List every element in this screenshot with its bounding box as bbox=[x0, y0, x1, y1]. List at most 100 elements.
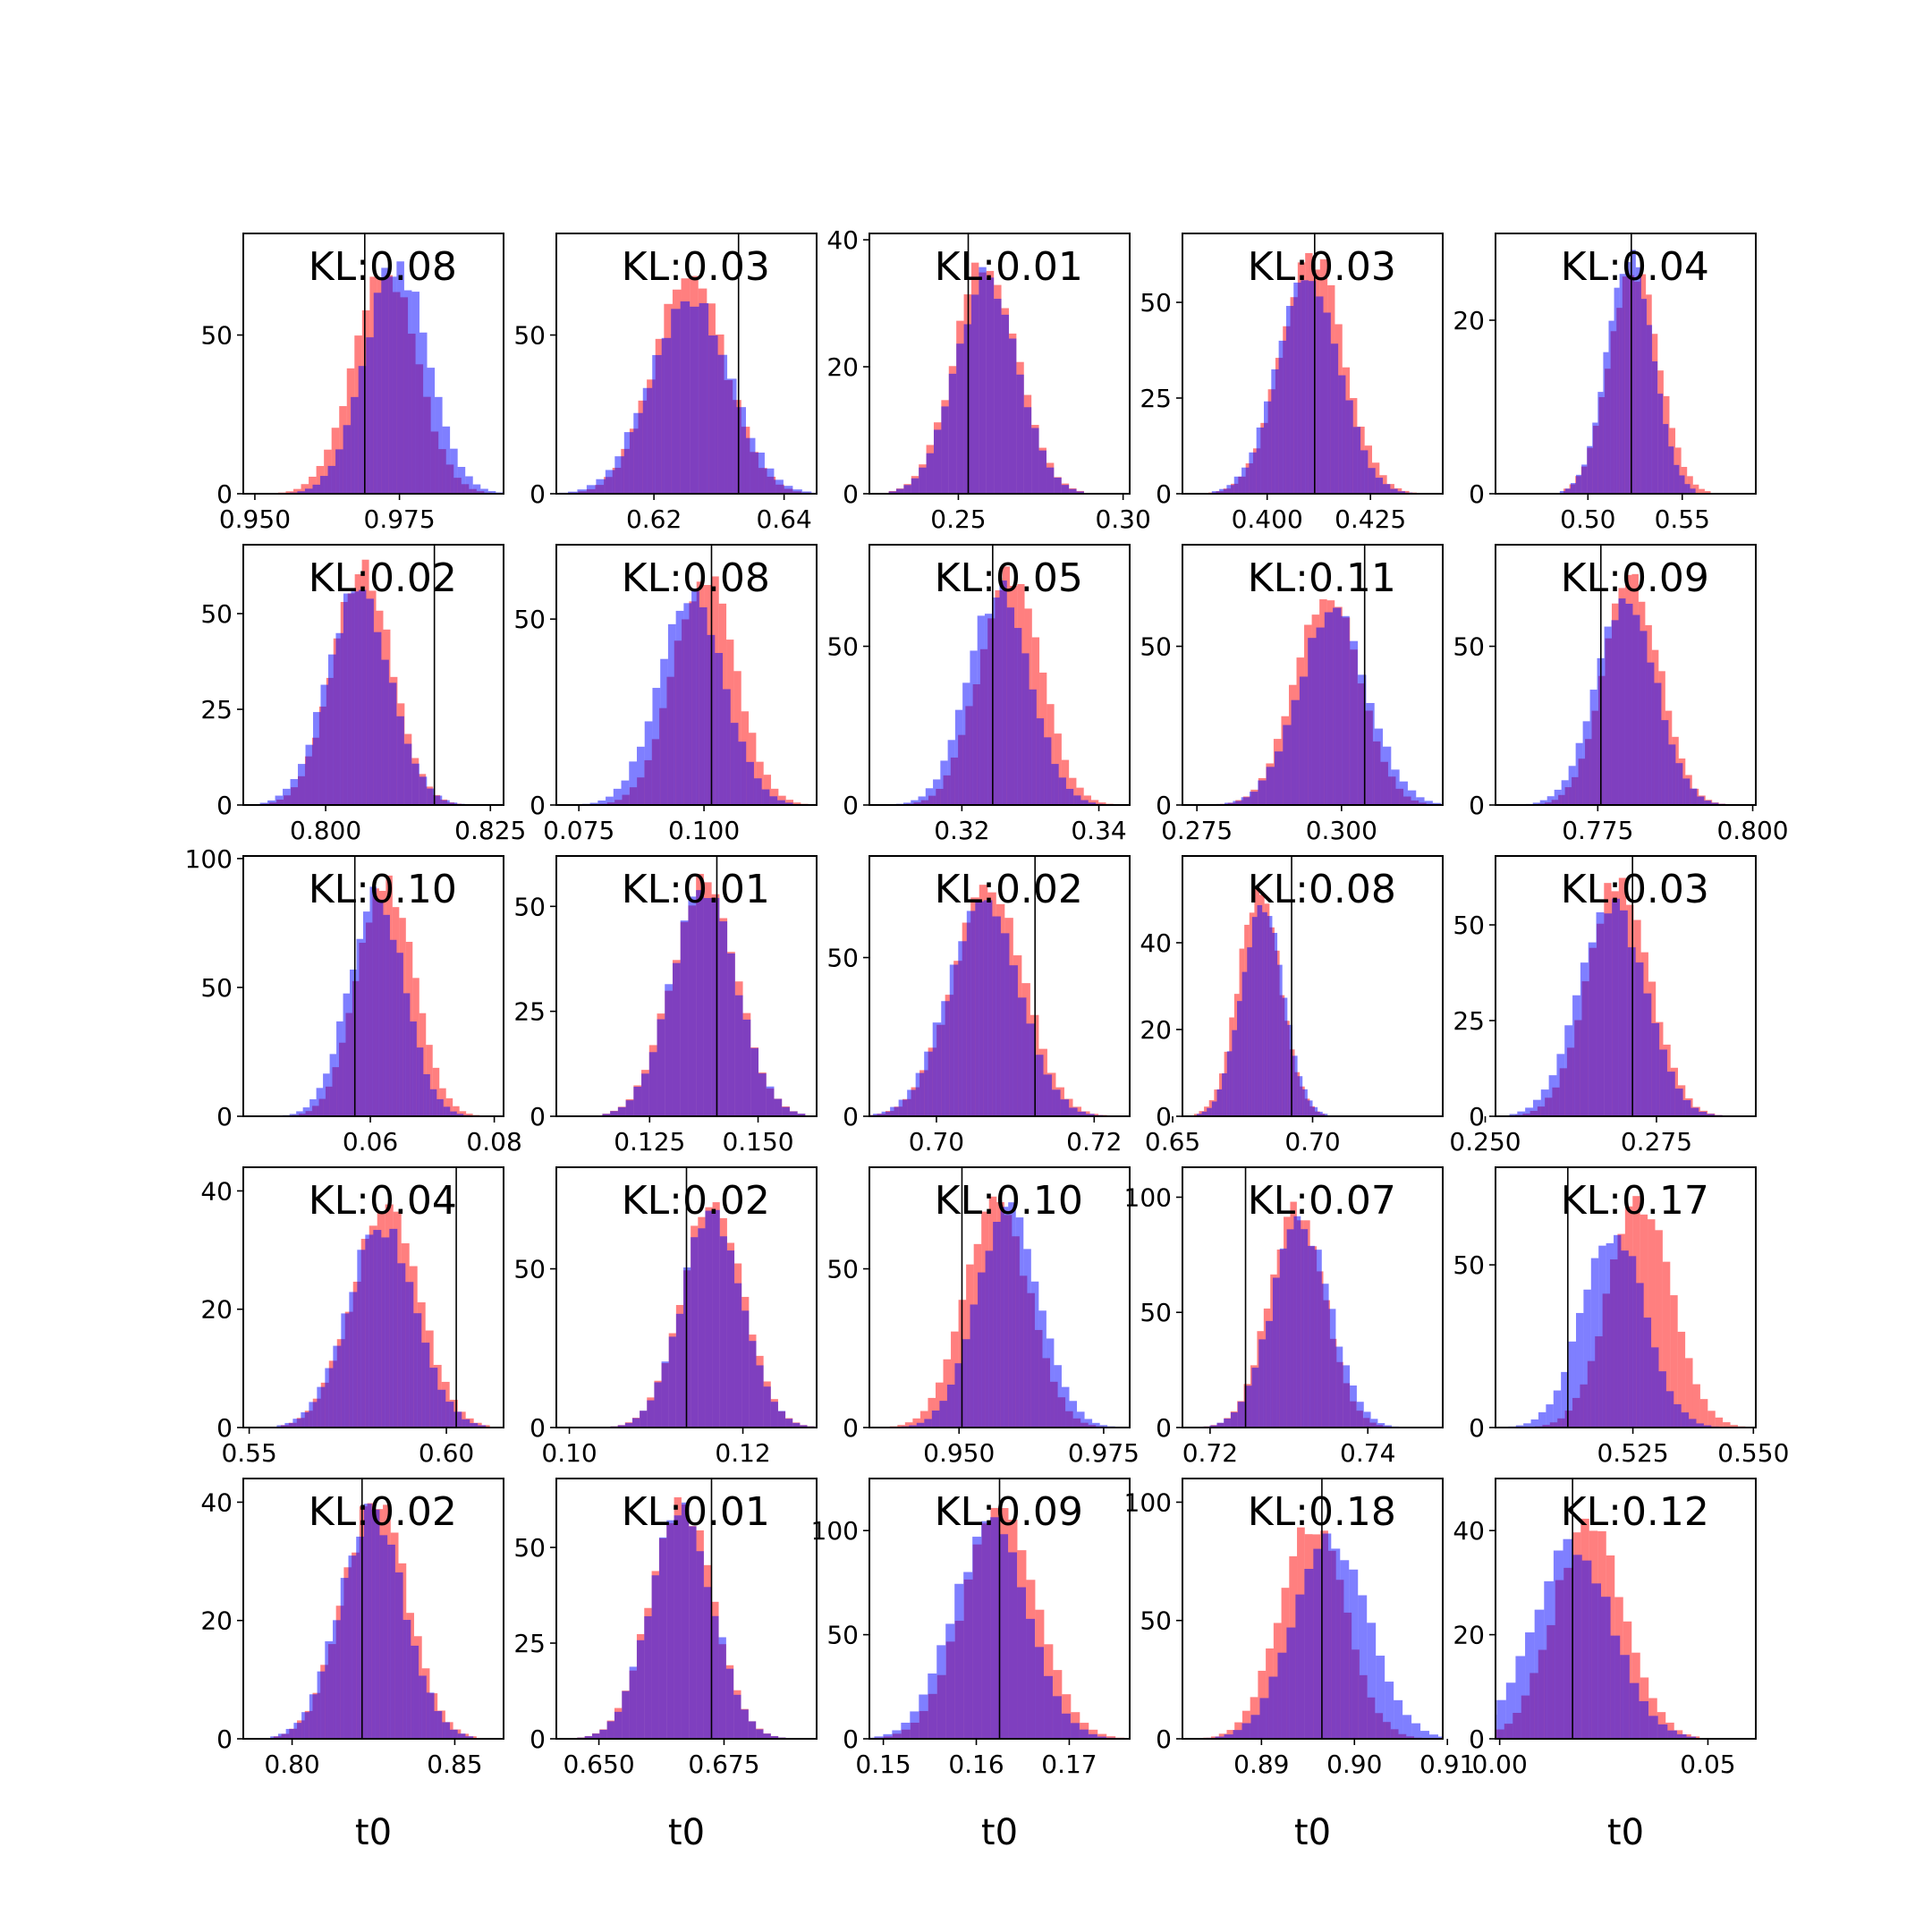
blue-histogram-bar bbox=[1703, 1425, 1712, 1428]
blue-histogram-bar bbox=[1376, 1656, 1385, 1739]
blue-histogram-bar bbox=[1630, 250, 1636, 494]
blue-histogram-bar bbox=[633, 1087, 642, 1116]
blue-histogram-bar bbox=[1674, 1403, 1682, 1428]
blue-histogram-bar bbox=[1681, 1412, 1690, 1428]
blue-histogram-bar bbox=[755, 453, 765, 494]
blue-histogram-bar bbox=[1331, 1548, 1341, 1739]
blue-histogram-bar bbox=[1097, 1736, 1106, 1739]
x-tick-label: 0.550 bbox=[1717, 1438, 1789, 1468]
axes-frame bbox=[1495, 233, 1757, 495]
axes-frame bbox=[869, 1166, 1131, 1428]
x-tick-label: 0.075 bbox=[543, 816, 614, 845]
kl-annotation: KL:0.02 bbox=[309, 555, 457, 601]
blue-histogram-bar bbox=[1587, 445, 1593, 494]
blue-histogram-bar bbox=[1080, 800, 1089, 805]
blue-histogram-bar bbox=[1292, 1055, 1298, 1116]
red-histogram-bar bbox=[928, 1397, 936, 1428]
blue-histogram-bar bbox=[1285, 306, 1294, 494]
blue-histogram-bar bbox=[1044, 737, 1052, 805]
blue-histogram-bar bbox=[1224, 802, 1233, 805]
blue-histogram-bar bbox=[719, 1236, 727, 1428]
blue-histogram-bar bbox=[712, 1209, 720, 1428]
blue-histogram-bar bbox=[978, 1272, 986, 1428]
blue-histogram-bar bbox=[881, 1111, 891, 1116]
panel-plot-area bbox=[602, 856, 806, 1116]
y-tick-label: 50 bbox=[513, 321, 546, 351]
blue-histogram-bar bbox=[1596, 911, 1605, 1116]
blue-histogram-bar bbox=[1030, 1281, 1039, 1428]
red-histogram-bar bbox=[1218, 1733, 1227, 1739]
blue-histogram-bar bbox=[666, 1520, 674, 1739]
red-histogram-bar bbox=[1106, 1736, 1116, 1739]
blue-histogram-bar bbox=[745, 437, 756, 494]
blue-histogram-bar bbox=[1345, 400, 1353, 494]
blue-histogram-bar bbox=[1598, 1245, 1606, 1428]
blue-histogram-bar bbox=[614, 1711, 623, 1739]
blue-histogram-bar bbox=[1532, 802, 1540, 805]
blue-histogram-bar bbox=[1219, 488, 1227, 494]
red-histogram-bar bbox=[1394, 487, 1402, 494]
blue-histogram-bar bbox=[1661, 720, 1669, 805]
blue-histogram-bar bbox=[1324, 612, 1334, 805]
blue-histogram-bar bbox=[668, 1336, 676, 1428]
x-tick-label: 0.62 bbox=[626, 504, 682, 534]
blue-histogram-bar bbox=[1610, 1635, 1621, 1739]
blue-histogram-bar bbox=[602, 1114, 611, 1116]
blue-histogram-bar bbox=[450, 448, 458, 494]
panel-plot-area bbox=[1496, 1479, 1700, 1739]
kl-annotation: KL:0.02 bbox=[622, 1178, 770, 1224]
blue-histogram-bar bbox=[1704, 801, 1712, 805]
blue-histogram-bar bbox=[1525, 1107, 1533, 1116]
blue-histogram-bar bbox=[898, 1099, 908, 1116]
x-tick-label: 0.125 bbox=[614, 1127, 685, 1157]
x-axis-title: t0 bbox=[981, 1812, 1018, 1853]
blue-histogram-bar bbox=[470, 1423, 479, 1428]
blue-histogram-bar bbox=[758, 1073, 767, 1116]
blue-histogram-bar bbox=[1293, 1216, 1301, 1428]
blue-histogram-bar bbox=[916, 1422, 925, 1428]
panel-6: 0.800 0.825 0 25 50 KL:0.02 bbox=[200, 544, 526, 845]
x-tick-label: 0.800 bbox=[290, 816, 361, 845]
blue-histogram-bar bbox=[984, 614, 993, 805]
blue-histogram-bar bbox=[718, 1637, 726, 1739]
blue-histogram-bar bbox=[683, 603, 692, 805]
panel-plot-area bbox=[1202, 1167, 1399, 1428]
blue-histogram-bar bbox=[1299, 676, 1309, 805]
blue-histogram-bar bbox=[389, 939, 397, 1116]
panel-plot-area bbox=[1203, 1479, 1443, 1739]
blue-histogram-bar bbox=[1538, 1411, 1546, 1428]
blue-histogram-bar bbox=[1073, 795, 1081, 805]
blue-histogram-bar bbox=[1544, 1580, 1554, 1739]
blue-histogram-bar bbox=[1416, 797, 1425, 805]
blue-histogram-bar bbox=[792, 489, 802, 494]
x-tick-label: 0.90 bbox=[1326, 1750, 1382, 1779]
axes-frame bbox=[242, 1478, 504, 1740]
blue-histogram-bar bbox=[1517, 1111, 1526, 1116]
panel-plot-area bbox=[276, 1167, 490, 1428]
blue-histogram-bar bbox=[873, 1114, 882, 1116]
blue-histogram-bar bbox=[1689, 1419, 1697, 1428]
blue-histogram-bar bbox=[567, 491, 578, 494]
blue-histogram-bar bbox=[1058, 777, 1066, 805]
blue-histogram-bar bbox=[1684, 484, 1690, 494]
axes-frame bbox=[869, 855, 1131, 1117]
blue-histogram-bar bbox=[1054, 478, 1062, 494]
blue-histogram-bar bbox=[1301, 280, 1309, 494]
blue-histogram-bar bbox=[442, 426, 451, 494]
blue-histogram-bar bbox=[1038, 450, 1046, 494]
axes-frame bbox=[242, 233, 504, 495]
blue-histogram-bar bbox=[351, 396, 359, 494]
blue-histogram-bar bbox=[343, 593, 352, 805]
x-tick-label: 0.400 bbox=[1232, 504, 1303, 534]
blue-histogram-bar bbox=[903, 485, 911, 494]
blue-histogram-bar bbox=[1287, 1024, 1292, 1116]
blue-histogram-bar bbox=[327, 465, 336, 494]
blue-histogram-bar bbox=[1496, 1699, 1506, 1739]
blue-histogram-bar bbox=[749, 1341, 757, 1428]
y-tick-label: 100 bbox=[185, 844, 233, 874]
kl-annotation: KL:0.02 bbox=[309, 1489, 457, 1535]
blue-histogram-bar bbox=[723, 689, 731, 805]
panel-8: 0.32 0.34 0 50 KL:0.05 bbox=[826, 544, 1131, 845]
blue-histogram-bar bbox=[487, 491, 496, 494]
blue-histogram-bar bbox=[1548, 1075, 1557, 1116]
